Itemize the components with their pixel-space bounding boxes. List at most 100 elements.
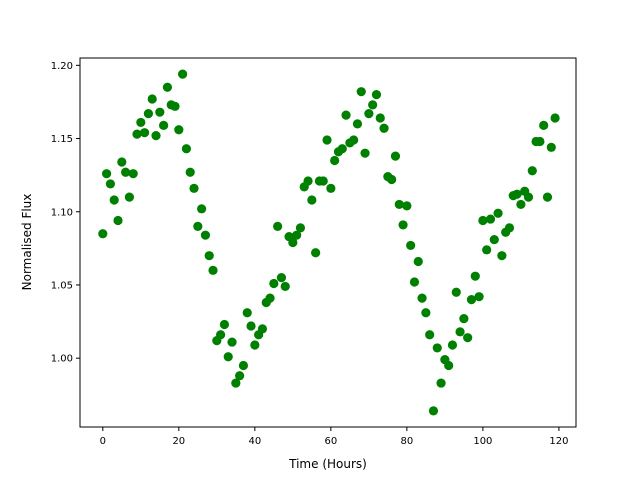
data-point (318, 176, 328, 186)
data-point (417, 293, 427, 303)
data-point (174, 125, 184, 135)
data-point (295, 223, 306, 233)
data-point (413, 256, 423, 267)
data-point (550, 113, 560, 123)
data-point (273, 221, 283, 231)
data-point (303, 176, 313, 186)
data-point (482, 245, 492, 255)
data-point (337, 144, 347, 154)
data-point (105, 179, 116, 189)
data-point (250, 340, 260, 350)
data-point (227, 337, 237, 347)
x-axis-ticks: 0 20 40 60 80 100 120 (100, 427, 568, 447)
data-point (189, 183, 199, 193)
data-point (493, 208, 503, 218)
data-point (193, 221, 203, 231)
data-point (356, 87, 366, 97)
data-point (546, 142, 556, 152)
data-point (352, 119, 363, 129)
data-point (539, 120, 549, 130)
plot-frame (79, 57, 577, 428)
data-point (451, 287, 461, 297)
data-point (485, 214, 496, 224)
data-point (200, 230, 211, 240)
data-point (478, 215, 488, 226)
data-point (216, 330, 226, 340)
y-axis-label: Normalised Flux (20, 194, 34, 291)
data-point (132, 129, 142, 139)
data-point (497, 251, 507, 261)
data-point (238, 360, 249, 371)
data-point (455, 327, 465, 337)
x-axis-label: Time (Hours) (288, 457, 367, 471)
x-tick-label: 120 (549, 436, 568, 447)
data-point (459, 314, 469, 324)
data-point (398, 220, 408, 230)
data-point (489, 234, 499, 245)
data-point (436, 378, 446, 388)
data-point (470, 271, 480, 281)
data-point (235, 371, 245, 381)
x-tick-label: 0 (100, 436, 106, 447)
data-point (428, 406, 439, 416)
data-point (140, 128, 150, 138)
data-point (102, 169, 112, 179)
x-tick-label: 60 (324, 436, 337, 447)
data-point (204, 251, 214, 261)
data-point (349, 135, 359, 145)
data-point (421, 308, 431, 318)
data-point (136, 117, 146, 128)
data-point (147, 94, 157, 104)
data-point (322, 135, 332, 145)
y-tick-label: 1.05 (51, 280, 73, 291)
data-point (113, 215, 123, 226)
data-point (463, 333, 473, 343)
data-point (185, 167, 195, 177)
data-point (307, 195, 317, 205)
data-point (98, 229, 108, 239)
data-point (326, 183, 336, 193)
data-point (170, 101, 180, 111)
data-point (394, 199, 404, 210)
x-tick-label: 20 (172, 436, 185, 447)
data-point (379, 123, 389, 133)
data-point (208, 265, 218, 275)
data-point (159, 120, 169, 130)
data-point (121, 167, 131, 177)
data-point (371, 90, 382, 100)
data-point (387, 174, 397, 185)
data-point (288, 237, 298, 248)
data-point (231, 378, 241, 388)
data-point (409, 277, 420, 287)
data-point (269, 278, 279, 289)
y-tick-label: 1.20 (51, 61, 73, 72)
x-tick-label: 80 (400, 436, 413, 447)
data-point (504, 223, 515, 233)
data-point (280, 281, 290, 292)
data-point (390, 151, 401, 161)
data-point (151, 131, 161, 141)
data-point (368, 100, 378, 110)
y-tick-label: 1.00 (51, 354, 73, 365)
data-point (162, 82, 173, 92)
data-point (360, 148, 370, 158)
data-point (117, 157, 127, 167)
data-point (330, 155, 340, 166)
data-point (466, 295, 477, 305)
data-point (276, 273, 287, 283)
data-point (242, 308, 252, 318)
data-point (406, 240, 416, 251)
data-points (98, 69, 560, 416)
data-point (128, 169, 138, 179)
data-point (219, 319, 230, 330)
data-point (246, 321, 256, 331)
data-point (178, 69, 188, 79)
data-point (143, 109, 154, 119)
data-point (474, 292, 484, 302)
x-tick-label: 40 (248, 436, 261, 447)
data-point (124, 192, 135, 202)
data-point (364, 109, 374, 119)
data-point (444, 360, 454, 371)
data-point (197, 204, 207, 214)
